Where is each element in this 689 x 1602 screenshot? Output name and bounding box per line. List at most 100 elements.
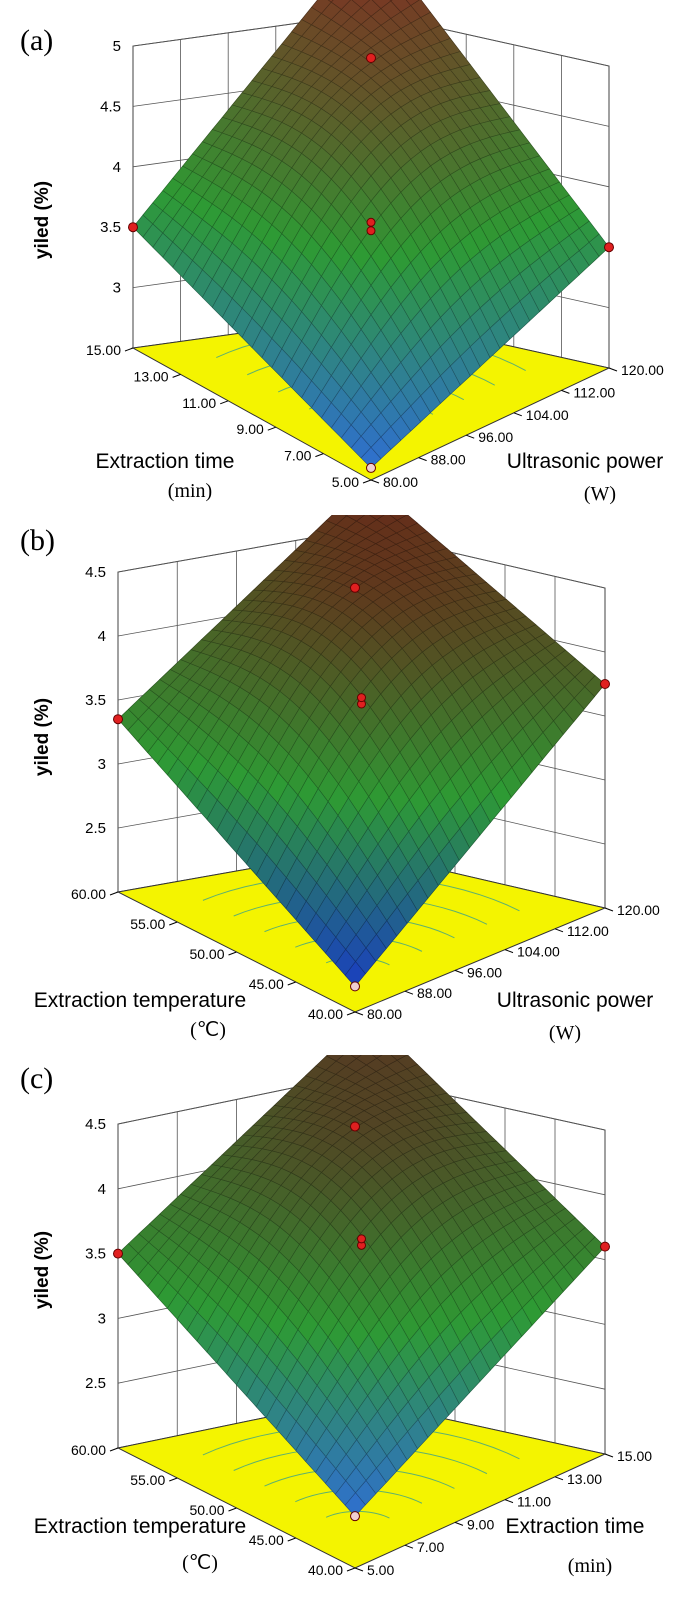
right-tick-mark xyxy=(370,479,380,484)
z-tick-label: 3.5 xyxy=(85,692,106,709)
right-tick-mark xyxy=(513,412,522,417)
right-tick-mark xyxy=(554,928,564,933)
right-axis-tick-label: 104.00 xyxy=(517,944,560,960)
right-axis-tick-label: 120.00 xyxy=(617,902,660,918)
response-surface-b xyxy=(117,515,606,987)
right-tick-mark xyxy=(418,457,427,462)
design-point xyxy=(350,1511,360,1522)
z-tick-label: 3 xyxy=(98,1310,106,1327)
design-points-a xyxy=(128,53,614,473)
left-tick-mark xyxy=(109,891,119,896)
right-tick-mark xyxy=(604,907,614,912)
design-point xyxy=(600,679,610,689)
left-axis-tick-label: 5.00 xyxy=(332,474,359,490)
surface-cell xyxy=(350,1055,362,1059)
left-tick-mark xyxy=(169,921,178,926)
left-axis-tick-label: 60.00 xyxy=(71,886,106,902)
left-tick-mark xyxy=(287,981,296,986)
surface-plot-c: 2.5 3 3.5 4 4.5 60.00 55.00 50.00 45.00 40.00 5.00… xyxy=(20,1055,652,1578)
left-tick-mark xyxy=(172,373,181,378)
left-tick-mark xyxy=(220,400,229,405)
design-point xyxy=(366,53,376,63)
surface-cell xyxy=(360,446,382,469)
surface-cell xyxy=(371,1055,383,1059)
right-axis-tick-label: 7.00 xyxy=(417,1539,444,1555)
left-axis-tick-label: 13.00 xyxy=(134,368,169,384)
center-point xyxy=(366,217,376,227)
left-axis-tick-label: 55.00 xyxy=(130,1472,165,1488)
z-tick-label: 4 xyxy=(98,628,106,645)
right-tick-mark xyxy=(504,1499,514,1504)
right-axis-tick-label: 96.00 xyxy=(467,964,502,980)
panel-label: (a) xyxy=(20,24,53,57)
right-tick-mark xyxy=(554,1476,564,1481)
design-point xyxy=(128,222,138,233)
left-tick-mark xyxy=(267,426,276,431)
surface-plot-b: 2.5 3 3.5 4 4.5 60.00 55.00 50.00 45.00 40.00 80.0… xyxy=(20,515,660,1044)
left-axis-tick-label: 9.00 xyxy=(237,421,264,437)
response-surface-a xyxy=(132,0,610,469)
z-tick-label: 3 xyxy=(113,280,121,297)
right-axis-unit: (min) xyxy=(568,1555,612,1577)
right-axis-title: Ultrasonic power xyxy=(507,450,663,473)
z-tick-label: 3.5 xyxy=(85,1246,106,1263)
left-axis-tick-label: 15.00 xyxy=(86,342,121,358)
left-axis-title: Extraction temperature xyxy=(34,1515,246,1538)
surface-cell xyxy=(344,961,366,987)
right-axis-tick-label: 112.00 xyxy=(567,923,609,939)
center-point xyxy=(357,1234,366,1244)
right-tick-mark xyxy=(604,1453,614,1458)
design-point xyxy=(113,714,123,725)
right-axis-tick-label: 15.00 xyxy=(617,1448,652,1464)
z-tick-label: 2.5 xyxy=(85,1375,106,1392)
z-tick-label: 4 xyxy=(113,159,121,176)
panel-label: (c) xyxy=(20,1062,53,1095)
right-axis-tick-label: 11.00 xyxy=(517,1494,551,1510)
right-axis-unit: (W) xyxy=(549,1022,581,1044)
design-point xyxy=(366,462,376,473)
axis-ticks-b: 2.5 3 3.5 4 4.5 60.00 55.00 50.00 45.00 40.00 80.0… xyxy=(71,564,660,1022)
right-axis-tick-label: 104.00 xyxy=(526,407,569,423)
right-tick-mark xyxy=(404,990,414,995)
left-axis-tick-label: 50.00 xyxy=(189,946,224,962)
left-tick-mark xyxy=(228,951,237,956)
z-tick-label: 4.5 xyxy=(100,98,121,115)
left-axis-title: Extraction temperature xyxy=(34,989,246,1012)
left-axis-tick-label: 40.00 xyxy=(308,1006,343,1022)
axis-ticks-a: 3 3.5 4 4.5 5 15.00 13.00 11.00 9.00 7.00 5.00 80.0… xyxy=(86,38,664,490)
design-points-c xyxy=(113,1121,610,1522)
right-axis-tick-label: 120.00 xyxy=(621,362,664,378)
left-axis-unit: (℃) xyxy=(190,1019,226,1041)
left-tick-mark xyxy=(124,347,134,352)
chart-panel-b: 2.5 3 3.5 4 4.5 60.00 55.00 50.00 45.00 40.00 80.0… xyxy=(0,515,689,1055)
z-tick-label: 3.5 xyxy=(100,219,121,236)
left-axis-tick-label: 11.00 xyxy=(182,395,216,411)
left-axis-tick-label: 7.00 xyxy=(284,448,311,464)
surface-plot-a: 3 3.5 4 4.5 5 15.00 13.00 11.00 9.00 7.00 5.00 80.0… xyxy=(20,0,664,505)
right-tick-mark xyxy=(504,949,514,954)
right-axis-tick-label: 88.00 xyxy=(431,452,466,468)
left-tick-mark xyxy=(287,1537,296,1542)
right-tick-mark xyxy=(354,1011,364,1016)
right-tick-mark xyxy=(466,434,475,439)
z-axis-title: yiled (%) xyxy=(32,181,53,259)
left-tick-mark xyxy=(315,453,324,458)
z-tick-label: 4.5 xyxy=(85,564,106,581)
z-tick-label: 4.5 xyxy=(85,1116,106,1133)
right-axis-unit: (W) xyxy=(584,483,616,505)
right-axis-tick-label: 5.00 xyxy=(367,1562,394,1578)
design-point xyxy=(604,242,614,253)
design-point xyxy=(600,1241,610,1252)
design-point xyxy=(113,1248,123,1259)
right-axis-tick-label: 80.00 xyxy=(367,1006,402,1022)
center-point xyxy=(357,693,366,703)
right-tick-mark xyxy=(454,969,464,974)
axis-ticks-c: 2.5 3 3.5 4 4.5 60.00 55.00 50.00 45.00 40.00 5.00… xyxy=(71,1116,652,1578)
z-axis-title: yiled (%) xyxy=(32,1231,53,1309)
left-tick-mark xyxy=(346,1567,356,1572)
right-axis-title: Extraction time xyxy=(506,1515,645,1538)
z-tick-label: 3 xyxy=(98,756,106,773)
center-point xyxy=(366,226,376,236)
left-tick-mark xyxy=(228,1507,237,1512)
right-axis-tick-label: 13.00 xyxy=(567,1471,602,1487)
